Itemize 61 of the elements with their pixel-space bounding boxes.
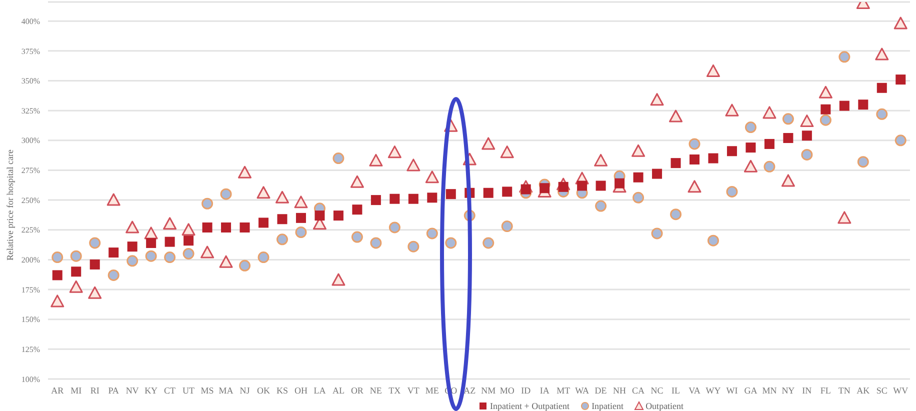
x-tick-label: MN	[762, 385, 778, 396]
y-tick-label: 325%	[21, 106, 40, 116]
x-tick-label: UT	[182, 385, 196, 396]
x-tick-label: RI	[90, 385, 100, 396]
x-tick-label: VT	[407, 385, 420, 396]
x-tick-label: ME	[425, 385, 440, 396]
x-tick-label: WI	[726, 385, 738, 396]
x-tick-label: AL	[332, 385, 344, 396]
x-tick-label: TX	[388, 385, 402, 396]
x-tick-label: OK	[257, 385, 270, 396]
x-tick-label: ID	[521, 385, 532, 396]
legend-label: Inpatient	[592, 401, 624, 411]
x-tick-label: LA	[314, 385, 326, 396]
y-tick-label: 250%	[21, 196, 40, 205]
y-tick-label: 125%	[21, 345, 40, 354]
x-tick-label: OH	[294, 385, 308, 396]
x-tick-label: MS	[200, 385, 214, 396]
x-tick-label: NC	[650, 385, 664, 396]
y-tick-label: 200%	[21, 256, 40, 265]
x-tick-label: KS	[276, 385, 288, 396]
x-tick-label: IA	[540, 385, 550, 396]
x-tick-label: CA	[632, 385, 646, 396]
y-tick-label: 350%	[21, 76, 40, 86]
y-tick-label: 275%	[21, 166, 40, 176]
x-tick-label: MT	[556, 385, 571, 396]
x-tick-label: WY	[706, 385, 722, 396]
x-tick-label: IN	[802, 385, 812, 396]
x-tick-label: NV	[126, 385, 140, 396]
x-tick-label: AK	[856, 385, 870, 396]
x-tick-label: IL	[672, 385, 680, 396]
y-tick-label: 175%	[21, 285, 40, 294]
x-tick-label: MO	[500, 385, 515, 396]
x-tick-label: MI	[70, 385, 82, 396]
x-tick-label: GA	[744, 385, 758, 396]
x-tick-label: WA	[575, 385, 590, 396]
y-tick-label: 150%	[21, 315, 40, 324]
x-tick-label: MA	[218, 385, 234, 396]
x-tick-label: AR	[51, 385, 64, 396]
x-tick-label: OR	[350, 385, 364, 396]
y-tick-label: 400%	[21, 16, 40, 26]
x-tick-label: SC	[876, 385, 888, 396]
x-tick-label: VA	[688, 385, 701, 396]
y-tick-label: 375%	[21, 46, 40, 56]
y-tick-label: 225%	[21, 226, 40, 235]
x-tick-label: NM	[481, 385, 496, 396]
legend-label: Outpatient	[646, 401, 684, 411]
x-tick-label: CT	[164, 385, 176, 396]
x-tick-label: DE	[594, 385, 608, 396]
x-tick-label: TN	[838, 385, 851, 396]
x-tick-label: FL	[820, 385, 831, 396]
y-tick-label: 100%	[21, 374, 40, 384]
y-tick-label: 300%	[21, 136, 40, 146]
x-tick-label: NJ	[240, 385, 250, 396]
x-tick-label: NY	[782, 385, 796, 396]
legend-label: Inpatient + Outpatient	[490, 401, 570, 411]
y-axis-title: Relative price for hospital care	[5, 150, 16, 260]
x-tick-label: NE	[370, 385, 382, 396]
x-tick-label: KY	[144, 385, 158, 396]
x-tick-label: PA	[108, 385, 120, 396]
x-tick-label: WV	[893, 385, 909, 396]
x-tick-label: NH	[613, 385, 627, 396]
